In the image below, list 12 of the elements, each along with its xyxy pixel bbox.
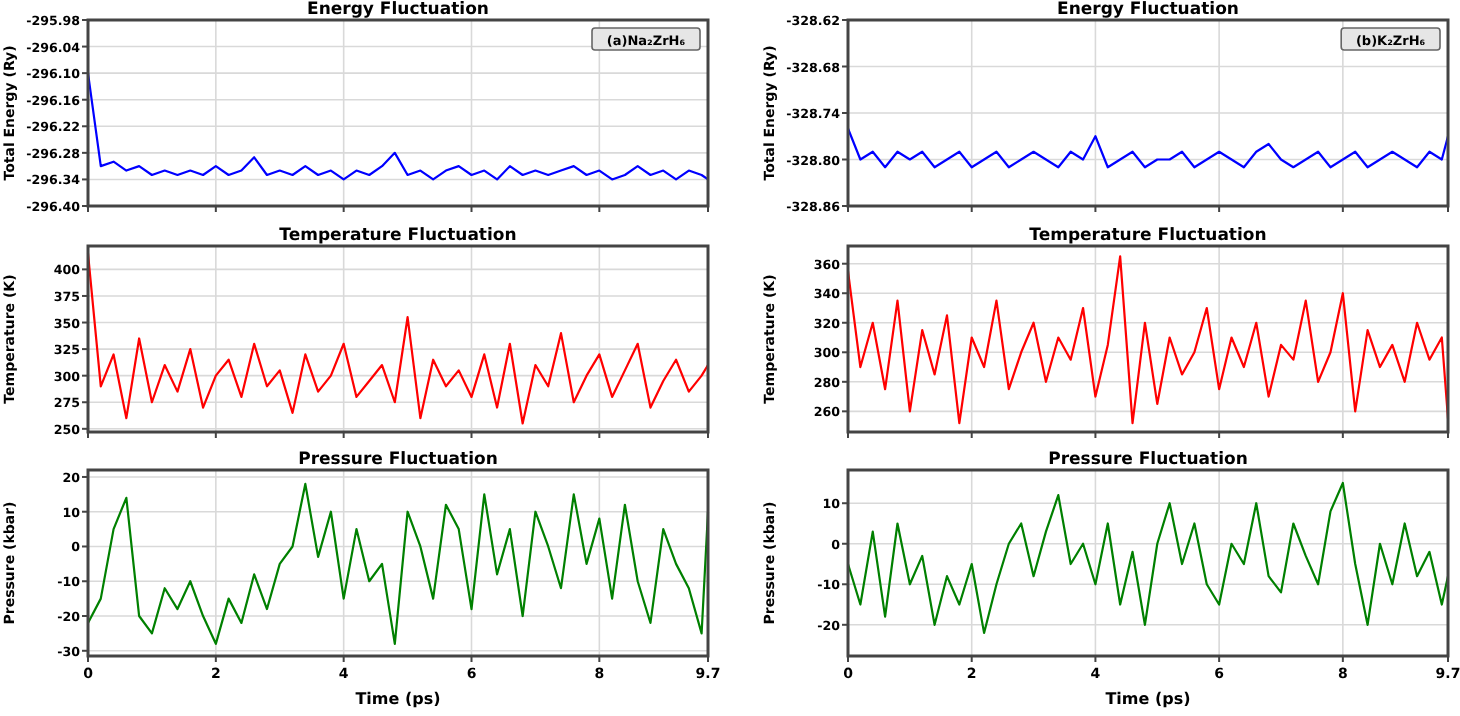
line-series [846,255,1450,425]
chart-title: Energy Fluctuation [307,0,489,20]
x-axis-title: Time (ps) [355,690,441,708]
line-series [846,127,1450,169]
line-series [86,482,710,645]
x-axis-title: Time (ps) [1105,690,1191,708]
chart-title: Energy Fluctuation [1057,0,1239,20]
chart-title: Temperature Fluctuation [1029,226,1267,246]
chart-title: Temperature Fluctuation [279,226,517,246]
line-series [846,481,1450,634]
chart-title: Pressure Fluctuation [298,450,498,470]
chart-title: Pressure Fluctuation [1048,450,1248,470]
